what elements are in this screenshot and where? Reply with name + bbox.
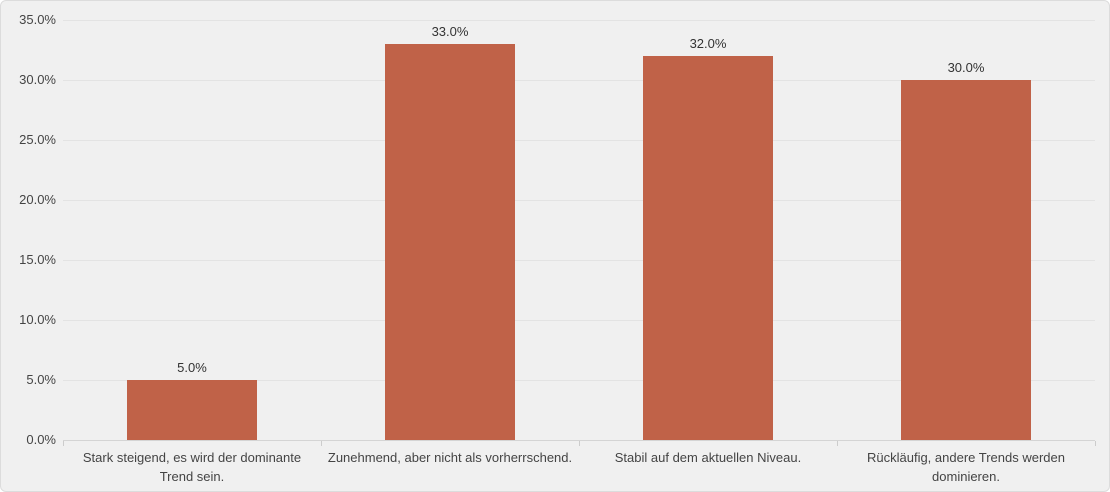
- bar: [385, 44, 515, 440]
- x-axis-tick-mark: [837, 441, 838, 446]
- x-axis-tick-mark: [321, 441, 322, 446]
- y-axis-tick-label: 30.0%: [19, 72, 56, 87]
- bar-value-label: 32.0%: [689, 36, 727, 51]
- x-axis-tick-mark: [63, 441, 64, 446]
- x-axis-line: [63, 440, 1095, 441]
- y-axis-tick-label: 35.0%: [19, 12, 56, 27]
- x-axis-category-label: Stark steigend, es wird der dominante Tr…: [82, 450, 302, 484]
- y-axis-tick-label: 5.0%: [26, 372, 56, 387]
- x-axis-tick-mark: [579, 441, 580, 446]
- bar-value-label: 33.0%: [431, 24, 469, 39]
- gridline: [63, 260, 1095, 261]
- gridline: [63, 380, 1095, 381]
- y-axis-tick-label: 0.0%: [26, 432, 56, 447]
- y-axis-tick-label: 15.0%: [19, 252, 56, 267]
- y-axis-tick-label: 10.0%: [19, 312, 56, 327]
- gridline: [63, 140, 1095, 141]
- gridline: [63, 200, 1095, 201]
- bar-value-label: 5.0%: [177, 360, 207, 375]
- bar: [127, 380, 257, 440]
- gridline: [63, 20, 1095, 21]
- bar: [901, 80, 1031, 440]
- gridline: [63, 80, 1095, 81]
- bar-value-label: 30.0%: [947, 60, 985, 75]
- x-axis-category-label: Zunehmend, aber nicht als vorherrschend.: [327, 450, 573, 465]
- bar: [643, 56, 773, 440]
- x-axis-category-label: Rückläufig, andere Trends werden dominie…: [866, 450, 1065, 484]
- y-axis-tick-label: 20.0%: [19, 192, 56, 207]
- x-axis-tick-mark: [1095, 441, 1096, 446]
- gridline: [63, 320, 1095, 321]
- x-axis-category-label: Stabil auf dem aktuellen Niveau.: [614, 450, 802, 465]
- y-axis-tick-label: 25.0%: [19, 132, 56, 147]
